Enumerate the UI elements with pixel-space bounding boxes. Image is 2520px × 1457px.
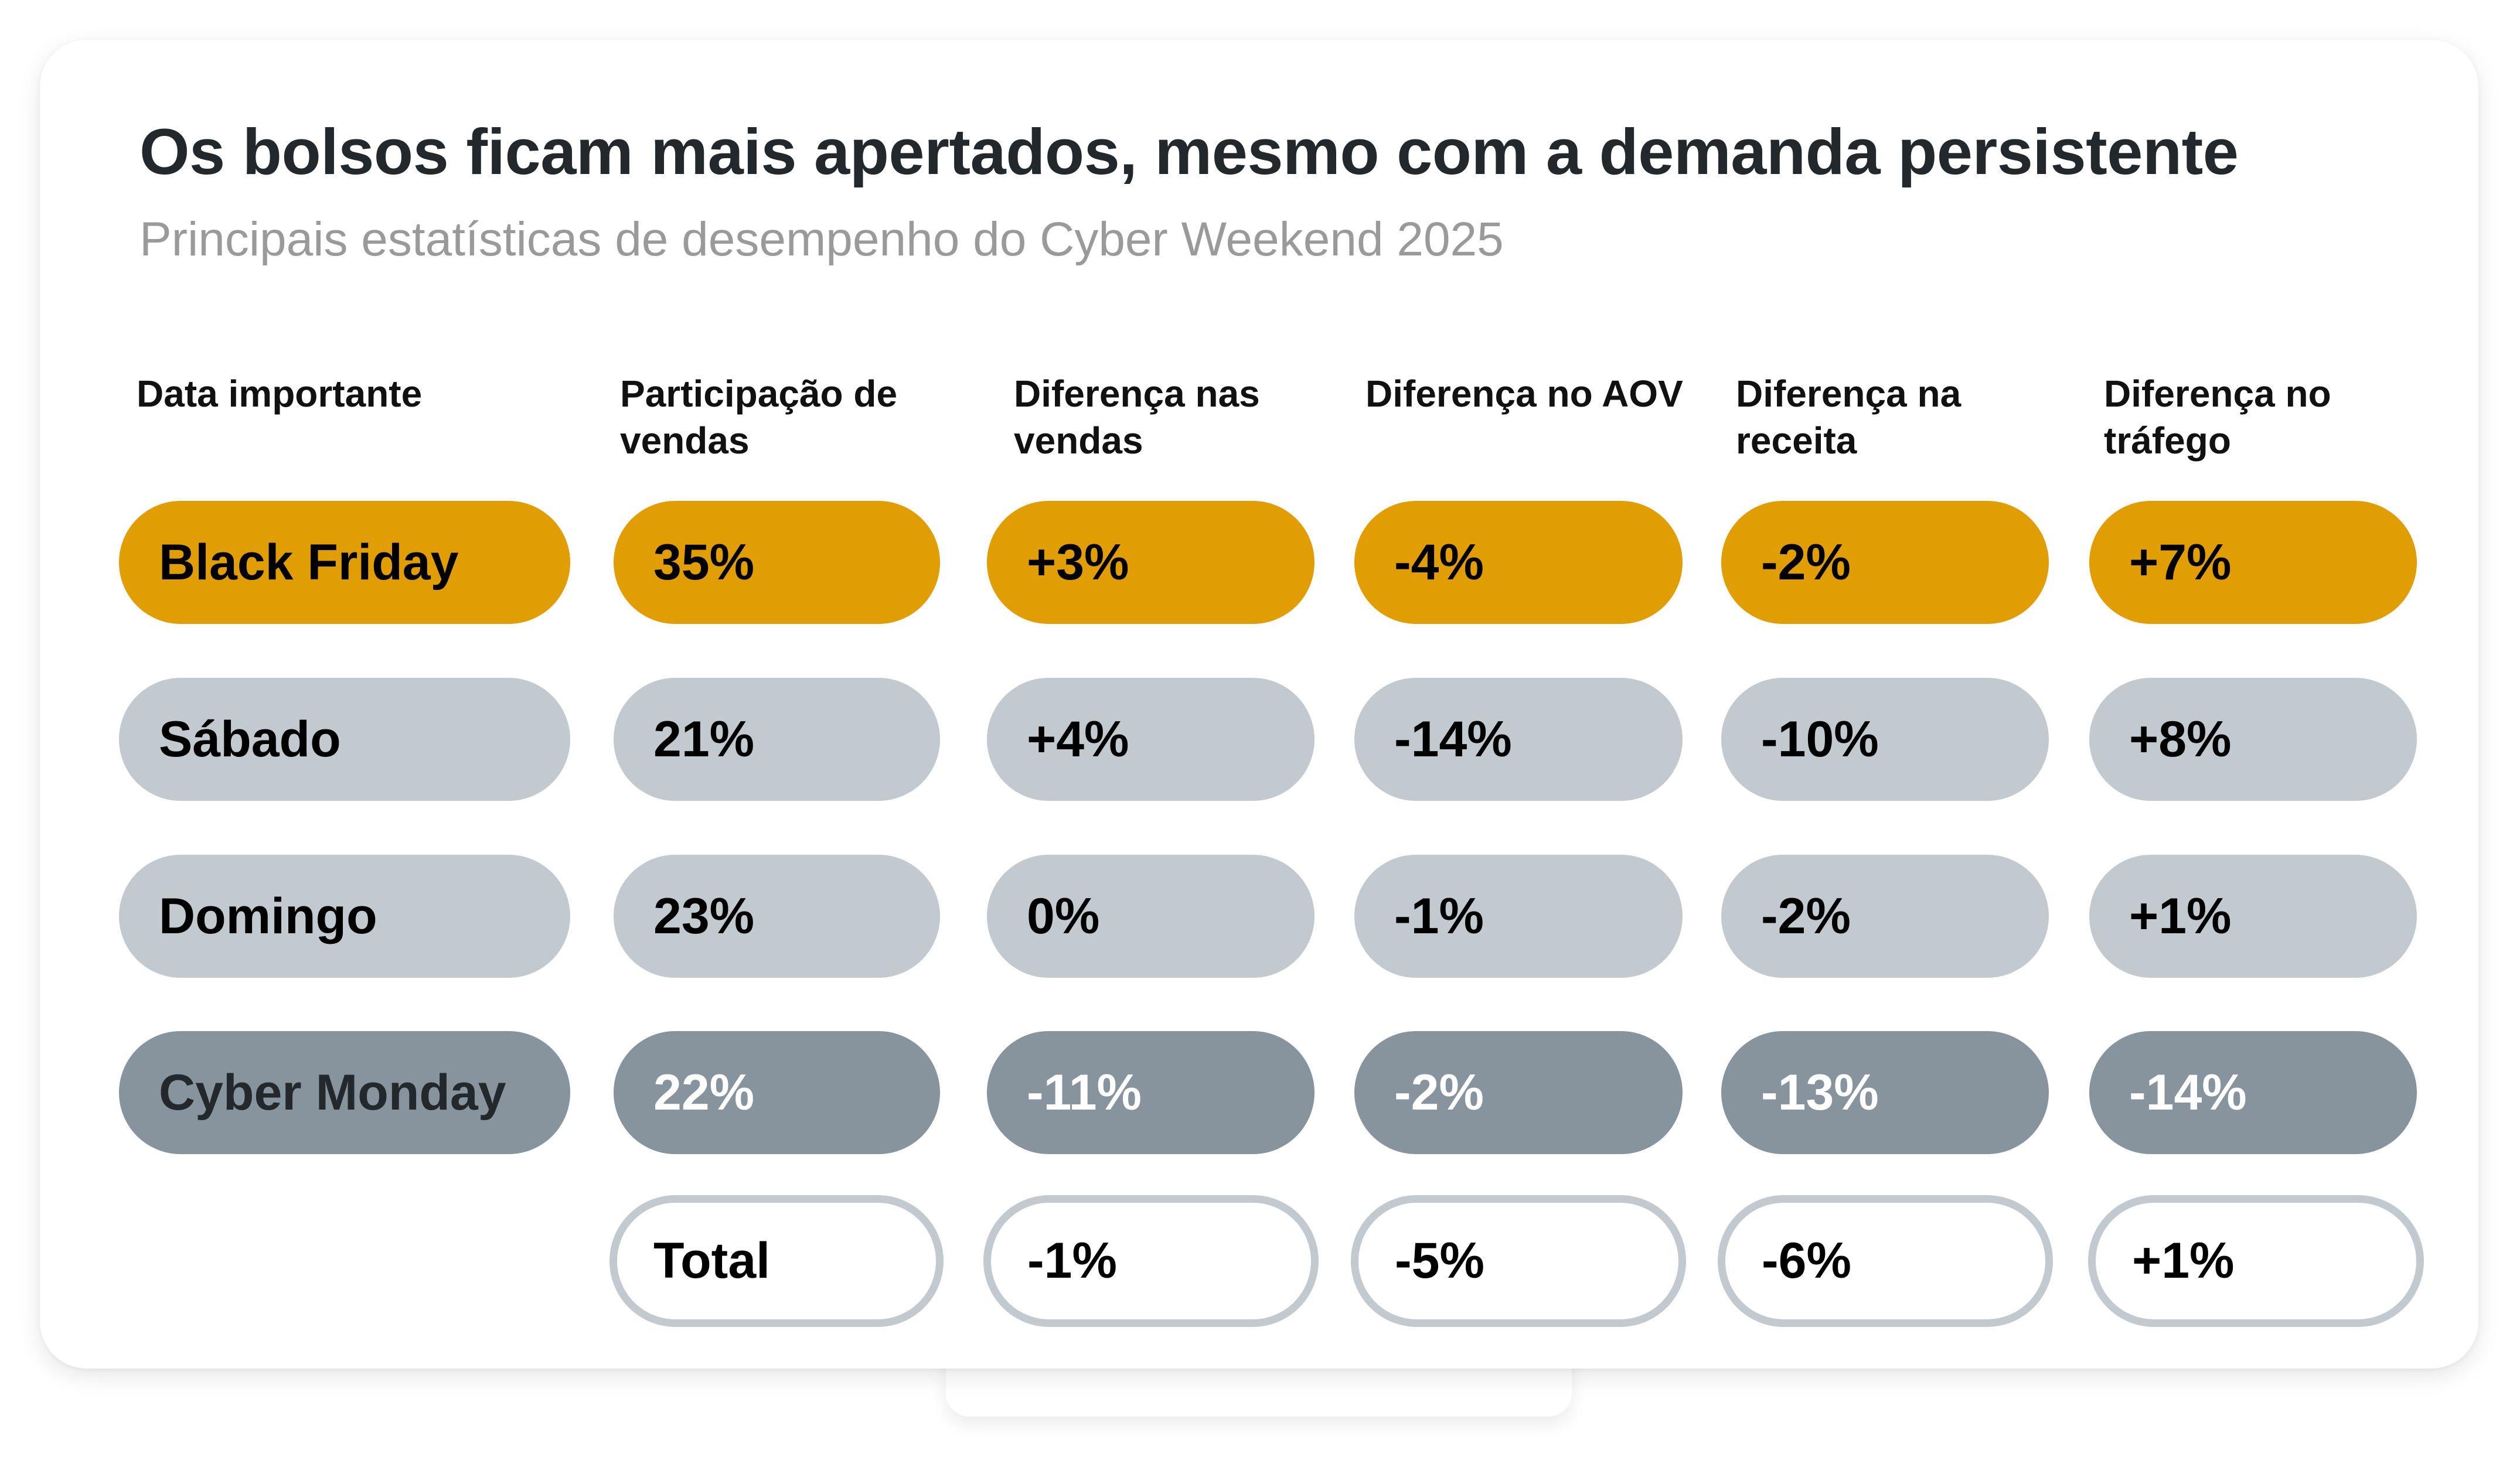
page-title: Os bolsos ficam mais apertados, mesmo co… [139,116,2239,188]
column-header-sales-diff: Diferença nas vendas [1014,370,1260,464]
cell-value: -14% [1354,678,1683,801]
column-header-line: tráfego [2104,419,2231,462]
cell-value: -1% [1354,855,1683,978]
cell-value: 0% [987,855,1315,978]
total-value: -5% [1351,1195,1686,1327]
row-label-black-friday: Black Friday [119,501,570,624]
column-header-line: receita [1736,419,1857,462]
column-header-aov-diff: Diferença no AOV [1365,370,1683,417]
cell-value: -2% [1721,855,2049,978]
column-header-line: Diferença no [2104,373,2331,415]
cell-value: +8% [2089,678,2417,801]
cell-value: -13% [1721,1031,2049,1154]
column-header-revenue-diff: Diferença na receita [1736,370,1961,464]
column-header-line: Diferença nas [1014,373,1260,415]
cell-value: +7% [2089,501,2417,624]
total-value: -1% [983,1195,1319,1327]
column-header-line: Diferença no AOV [1365,373,1683,415]
column-header-line: vendas [620,419,750,462]
cell-value: -4% [1354,501,1683,624]
total-value: -6% [1718,1195,2053,1327]
total-label: Total [609,1195,944,1327]
page-subtitle: Principais estatísticas de desempenho do… [139,213,1504,266]
cell-value: 35% [614,501,940,624]
cell-value: -14% [2089,1031,2417,1154]
column-header-date: Data importante [137,370,422,417]
column-header-line: Diferença na [1736,373,1961,415]
column-header-line: Data importante [137,373,423,415]
column-header-line: vendas [1014,419,1143,462]
row-label-sabado: Sábado [119,678,570,801]
column-header-traffic-diff: Diferença no tráfego [2104,370,2331,464]
cell-value: +1% [2089,855,2417,978]
total-value: +1% [2088,1195,2424,1327]
cell-value: 21% [614,678,940,801]
cell-value: -11% [987,1031,1315,1154]
cell-value: +3% [987,501,1315,624]
row-label-domingo: Domingo [119,855,570,978]
cell-value: -10% [1721,678,2049,801]
column-header-line: Participação de [620,373,898,415]
cell-value: -2% [1354,1031,1683,1154]
cell-value: 22% [614,1031,940,1154]
cell-value: +4% [987,678,1315,801]
row-label-cyber-monday: Cyber Monday [119,1031,570,1154]
column-header-sales-share: Participação de vendas [620,370,897,464]
cell-value: -2% [1721,501,2049,624]
cell-value: 23% [614,855,940,978]
